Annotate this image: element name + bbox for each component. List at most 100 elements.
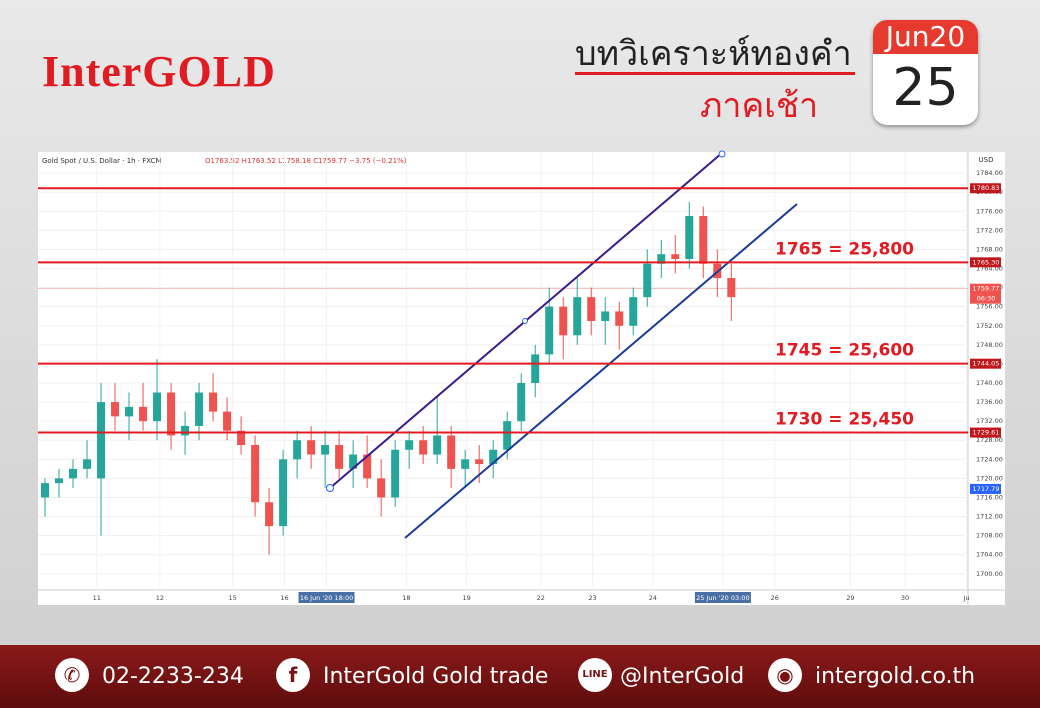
footer	[0, 645, 1040, 708]
title: บทวิเคราะห์ทองคำ	[575, 34, 852, 74]
level-box	[970, 257, 1001, 268]
candle-body	[349, 454, 358, 469]
x-tick-label: 22	[537, 594, 545, 602]
y-tick-label: 1716.00	[976, 493, 1003, 501]
candle-body	[335, 445, 344, 469]
candle-body	[587, 297, 596, 321]
y-tick-label: 1728.00	[976, 436, 1003, 444]
candle-body	[727, 278, 736, 298]
candle-body	[419, 440, 428, 455]
facebook-icon: f	[276, 658, 310, 692]
chart-title: Gold Spot / U.S. Dollar · 1h · FXCM	[42, 157, 162, 165]
y-tick-label: 1724.00	[976, 455, 1003, 463]
candle-body	[573, 297, 582, 336]
calendar-day: 25	[892, 58, 959, 118]
candle-body	[377, 478, 386, 498]
level-label: 1780.83	[973, 184, 1000, 192]
candle-body	[489, 449, 498, 465]
marker-box	[970, 483, 1001, 494]
candle-body	[125, 406, 134, 417]
level-label: 1765.30	[973, 258, 1000, 266]
candle-body	[671, 254, 680, 259]
currency: USD	[979, 156, 994, 164]
y-tick-label: 1776.00	[976, 207, 1003, 215]
candle-body	[223, 411, 232, 431]
handle	[326, 484, 334, 492]
candle-body	[517, 382, 526, 422]
x-tick-label: 24	[649, 594, 657, 602]
handle	[522, 318, 528, 324]
candle-body	[55, 478, 64, 484]
candle-body	[153, 392, 162, 422]
annotation: 1730 = 25,450	[775, 410, 914, 430]
candle-body	[69, 468, 78, 479]
candle-body	[629, 297, 638, 326]
y-tick-label: 1720.00	[976, 474, 1003, 482]
x-tick-label: 19	[462, 594, 470, 602]
y-tick-label: 1748.00	[976, 341, 1003, 349]
y-tick-label: 1700.00	[976, 570, 1003, 578]
y-tick-label: 1712.00	[976, 513, 1003, 521]
level-label: 1744.05	[973, 360, 1000, 368]
candle-body	[699, 216, 708, 264]
price-box	[970, 283, 1001, 304]
handle	[718, 150, 726, 158]
facebook: InterGold Gold trade	[323, 664, 549, 689]
candle-body	[195, 392, 204, 426]
website: intergold.co.th	[815, 664, 976, 689]
x-tick-label: 25 Jun '20 03:00	[696, 594, 749, 602]
candle-body	[279, 459, 288, 527]
x-tick-label: 15	[229, 594, 237, 602]
y-tick-label: 1704.00	[976, 551, 1003, 559]
candle-body	[251, 445, 260, 503]
candle-body	[265, 502, 274, 527]
candle-body	[97, 402, 106, 479]
phone-icon: ✆	[55, 658, 89, 692]
candle-body	[363, 454, 372, 479]
candle-body	[293, 440, 302, 460]
candle-body	[601, 311, 610, 321]
y-tick-label: 1732.00	[976, 417, 1003, 425]
candle-body	[391, 449, 400, 498]
candle-body	[475, 459, 484, 465]
level-box	[970, 427, 1001, 438]
candle-body	[111, 402, 120, 417]
level-label: 1729.61	[973, 429, 1000, 437]
candle-body	[321, 445, 330, 455]
candle-body	[181, 425, 190, 436]
level-box	[970, 183, 1001, 194]
line-icon: LINE	[578, 658, 612, 692]
candle-body	[545, 306, 554, 355]
trend-line	[404, 203, 798, 539]
subtitle: ภาคเช้า	[700, 86, 819, 126]
countdown: 06:30	[977, 295, 996, 303]
candle-body	[307, 440, 316, 455]
candle-body	[167, 392, 176, 436]
x-tick-label: Ju	[963, 594, 970, 602]
x-tick-label: 29	[846, 594, 854, 602]
candle-body	[433, 435, 442, 455]
x-tick-label: 30	[901, 594, 909, 602]
x-tick-label: 26	[771, 594, 779, 602]
brand: InterGOLD	[42, 47, 276, 96]
quote: O1763.52 H1763.52 L1758.18 C1759.77 −3.7…	[205, 157, 407, 165]
web-icon: ◉	[768, 658, 802, 692]
level-box	[970, 358, 1001, 369]
calendar-month: Jun20	[873, 20, 978, 54]
candle-body	[657, 254, 666, 264]
y-tick-label: 1756.00	[976, 303, 1003, 311]
y-tick-label: 1784.00	[976, 169, 1003, 177]
candle-body	[139, 406, 148, 422]
x-tick-label: 18	[402, 594, 410, 602]
y-tick-label: 1752.00	[976, 322, 1003, 330]
phone: 02-2233-234	[102, 664, 244, 689]
candle-body	[209, 392, 218, 412]
candle-body	[405, 440, 414, 450]
candle-body	[447, 435, 456, 469]
y-tick-label: 1736.00	[976, 398, 1003, 406]
x-tick-label: 23	[588, 594, 596, 602]
candle-body	[83, 459, 92, 469]
x-tick-label: 16	[280, 594, 288, 602]
annotation: 1765 = 25,800	[775, 239, 914, 259]
